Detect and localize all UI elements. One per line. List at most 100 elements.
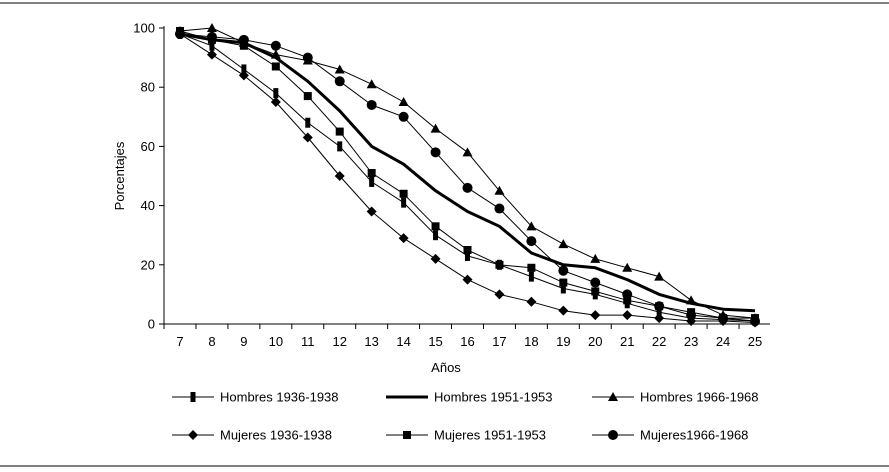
legend-label: Hombres 1951-1953 bbox=[434, 390, 553, 405]
data-point bbox=[206, 31, 217, 42]
x-tick-label: 13 bbox=[364, 334, 378, 349]
data-point bbox=[623, 296, 632, 305]
legend-label: Mujeres1966-1968 bbox=[640, 428, 748, 443]
x-tick-label: 19 bbox=[556, 334, 570, 349]
y-tick-label: 60 bbox=[141, 139, 155, 154]
x-tick-label: 22 bbox=[652, 334, 666, 349]
legend-entry: Hombres 1936-1938 bbox=[172, 390, 339, 405]
axes: 0 20 40 60 80 100 7 8 9 10 11 12 13 14 15 16 17 18 19 20 21 2… bbox=[133, 21, 770, 349]
data-point bbox=[622, 262, 633, 272]
data-point bbox=[270, 97, 281, 107]
series-layer bbox=[175, 23, 760, 328]
legend-marker bbox=[608, 430, 618, 440]
legend-entry: Mujeres1966-1968 bbox=[592, 428, 748, 443]
data-point bbox=[560, 283, 566, 294]
data-point bbox=[241, 64, 247, 75]
x-tick-label: 25 bbox=[748, 334, 762, 349]
data-point bbox=[686, 310, 697, 321]
data-point bbox=[398, 97, 409, 106]
data-point bbox=[238, 34, 249, 45]
series-5 bbox=[175, 28, 760, 327]
data-point bbox=[335, 127, 344, 136]
data-point bbox=[271, 62, 280, 71]
data-point bbox=[239, 41, 248, 50]
x-tick-label: 15 bbox=[428, 334, 442, 349]
x-tick-label: 16 bbox=[460, 334, 474, 349]
series-line bbox=[179, 32, 756, 313]
data-point bbox=[430, 253, 441, 264]
y-tick-label: 40 bbox=[141, 198, 155, 213]
data-point bbox=[495, 260, 504, 269]
data-point bbox=[750, 316, 760, 327]
data-point bbox=[303, 92, 312, 101]
data-point bbox=[209, 40, 215, 51]
x-tick-label: 12 bbox=[332, 334, 346, 349]
data-point bbox=[494, 185, 505, 195]
series-3 bbox=[175, 28, 760, 328]
x-tick-label: 9 bbox=[240, 334, 247, 349]
data-point bbox=[590, 253, 601, 263]
data-point bbox=[334, 76, 345, 87]
data-point bbox=[494, 203, 505, 214]
x-tick-label: 24 bbox=[716, 334, 730, 349]
data-point bbox=[175, 28, 185, 39]
legend-entry: Mujeres 1936-1938 bbox=[172, 428, 332, 443]
legend-entry: Hombres 1951-1953 bbox=[386, 390, 553, 405]
data-point bbox=[718, 313, 729, 324]
data-point bbox=[206, 23, 217, 32]
data-point bbox=[558, 305, 569, 316]
x-tick-label: 11 bbox=[301, 334, 315, 349]
series-line bbox=[179, 27, 756, 319]
data-point bbox=[528, 271, 534, 282]
data-point bbox=[398, 233, 409, 244]
x-tick-label: 10 bbox=[269, 334, 283, 349]
data-point bbox=[462, 274, 473, 285]
data-point bbox=[654, 313, 665, 324]
data-point bbox=[526, 296, 537, 307]
y-tick-label: 80 bbox=[141, 80, 155, 95]
data-point bbox=[622, 289, 633, 300]
data-point bbox=[367, 169, 376, 178]
data-point bbox=[366, 99, 377, 110]
data-point bbox=[302, 132, 313, 143]
data-point bbox=[686, 295, 697, 305]
data-point bbox=[366, 79, 377, 89]
data-point bbox=[369, 176, 375, 187]
data-point bbox=[398, 111, 409, 122]
data-point bbox=[273, 88, 279, 99]
data-point bbox=[462, 182, 473, 193]
x-tick-label: 21 bbox=[620, 334, 634, 349]
legend-label: Hombres 1936-1938 bbox=[220, 390, 339, 405]
legend-entry: Hombres 1966-1968 bbox=[592, 390, 759, 405]
y-tick-label: 0 bbox=[148, 317, 155, 332]
data-point bbox=[270, 49, 281, 59]
data-point bbox=[399, 189, 408, 198]
legend-marker bbox=[403, 431, 411, 439]
x-tick-label: 17 bbox=[492, 334, 506, 349]
legend-entry: Mujeres 1951-1953 bbox=[386, 428, 546, 443]
legend-label: Hombres 1966-1968 bbox=[640, 390, 759, 405]
data-point bbox=[334, 171, 345, 181]
data-point bbox=[302, 52, 313, 63]
legend-label: Mujeres 1936-1938 bbox=[220, 428, 332, 443]
x-tick-label: 20 bbox=[588, 334, 602, 349]
legend-marker bbox=[188, 430, 198, 440]
data-point bbox=[526, 236, 537, 247]
data-point bbox=[366, 206, 377, 217]
data-point bbox=[463, 246, 472, 254]
y-tick-label: 100 bbox=[133, 21, 155, 36]
data-point bbox=[431, 222, 440, 231]
data-point bbox=[558, 265, 569, 276]
data-point bbox=[654, 271, 665, 281]
data-point bbox=[206, 49, 217, 60]
x-tick-label: 7 bbox=[176, 334, 183, 349]
data-point bbox=[305, 117, 311, 128]
data-point bbox=[465, 250, 470, 261]
data-point bbox=[334, 64, 345, 74]
data-point bbox=[337, 141, 343, 152]
legend-label: Mujeres 1951-1953 bbox=[434, 428, 546, 443]
x-axis-label: Años bbox=[431, 360, 461, 375]
series-1 bbox=[179, 32, 756, 313]
